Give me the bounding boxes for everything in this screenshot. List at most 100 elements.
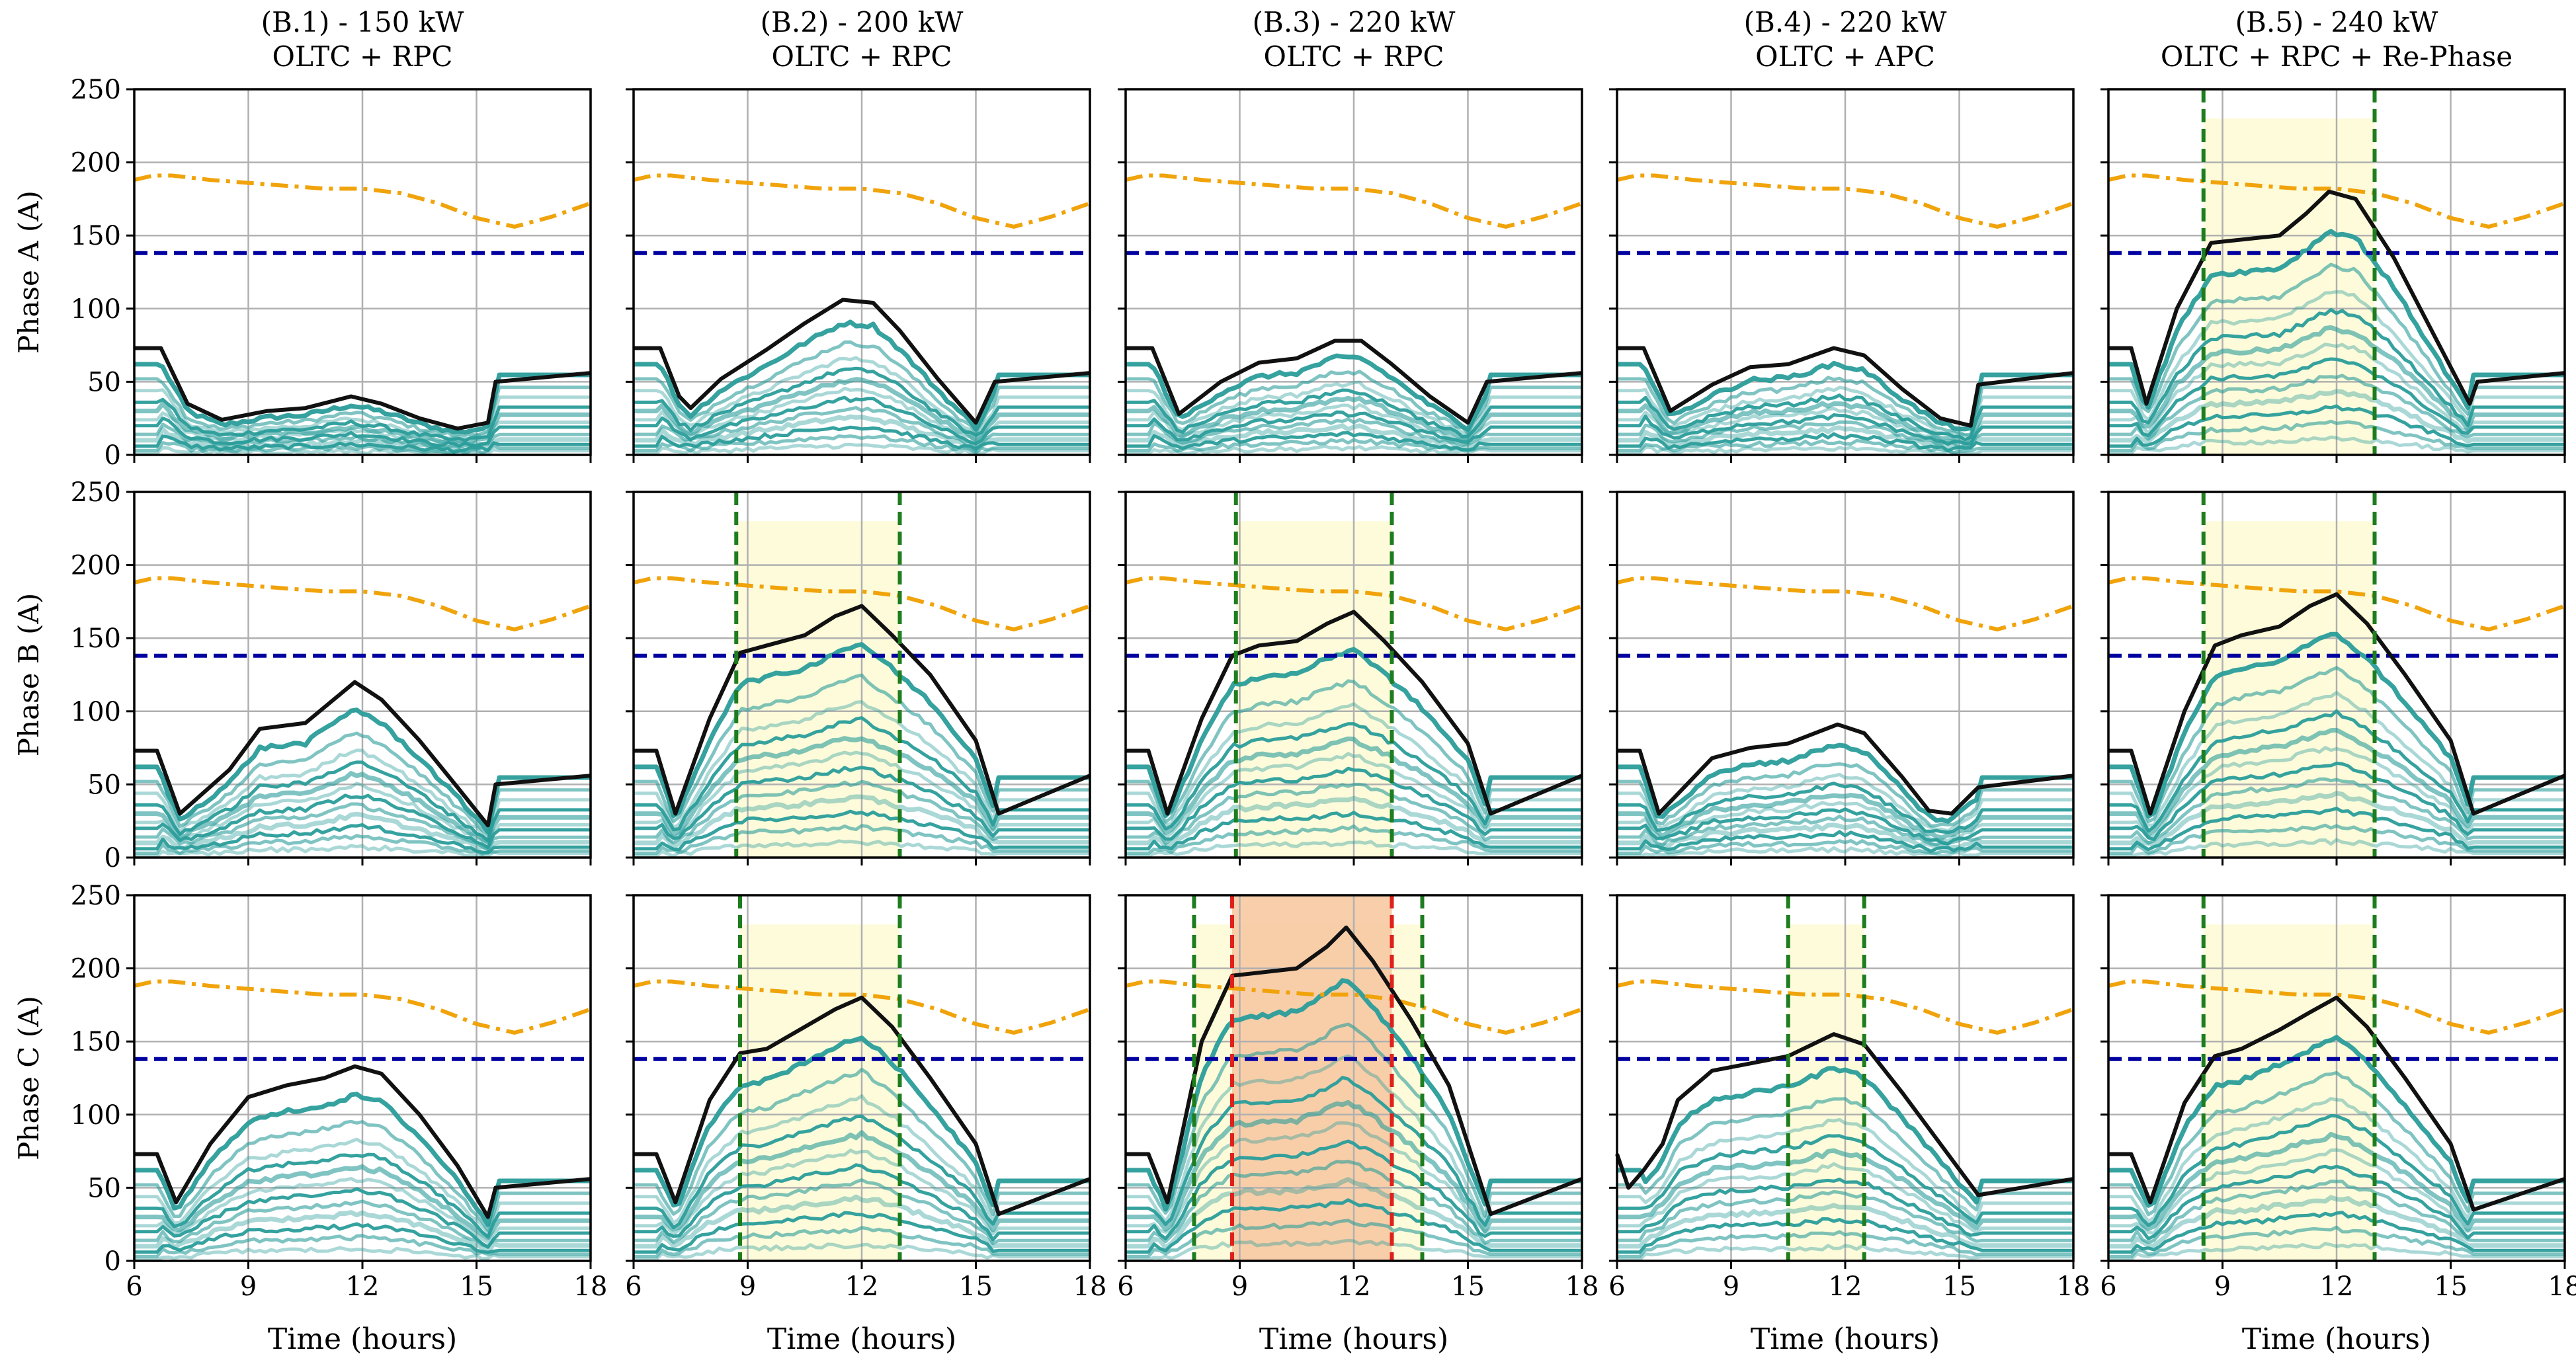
feeder-curve [1617, 413, 2073, 446]
panel-r1-c4 [2100, 491, 2566, 865]
rating-line [1125, 576, 1583, 631]
feeder-curve [134, 1119, 591, 1232]
rating-line [134, 576, 591, 631]
column-title-line2: OLTC + APC [1755, 40, 1935, 73]
panel-r2-c2: 6 9 12 15 18 [1117, 894, 1599, 1302]
feeder-curve [634, 1148, 1090, 1236]
feeder-curve [634, 386, 1090, 442]
feeder-curve [634, 1211, 1090, 1254]
feeder-curve [1617, 815, 2073, 847]
column-xlabels: Time (hours) Time (hours) Time (hours) Time… [268, 1322, 2431, 1356]
feeder-curve [2108, 1035, 2565, 1208]
feeder-curve [134, 1177, 591, 1244]
panel-r1-c0: 0 50 100 150 200 250 [71, 477, 592, 873]
feeder-curve [2108, 404, 2565, 448]
feeder-curves [134, 707, 591, 858]
feeder-curve [134, 707, 591, 835]
feeder-curve [2108, 666, 2565, 823]
y-tick-label: 250 [71, 477, 121, 508]
x-tick-label: 6 [625, 1271, 642, 1302]
envelope-line [1615, 1032, 2074, 1197]
feeder-curves [1617, 1066, 2073, 1261]
feeder-curve [2108, 1195, 2565, 1249]
y-tick-label: 250 [71, 75, 121, 105]
x-tick-label: 9 [240, 1271, 257, 1302]
y-tick-label: 250 [71, 881, 121, 911]
feeder-curve [1617, 743, 2073, 824]
feeder-curve [2108, 419, 2565, 452]
feeder-curve [634, 1114, 1090, 1230]
row-ylabels: Phase A (A) Phase B (A) Phase C (A) [13, 190, 45, 1160]
feeder-curve [1126, 736, 1582, 835]
violation-band [740, 924, 900, 1261]
feeder-curve [134, 362, 591, 435]
feeder-curve [1617, 1203, 2073, 1249]
rating-line [2108, 576, 2565, 631]
feeder-curve [2108, 290, 2565, 423]
feeder-curve [1126, 403, 1582, 442]
envelope-line [2108, 592, 2566, 816]
column-xlabel: Time (hours) [1751, 1322, 1940, 1356]
x-tick-label: 12 [346, 1271, 380, 1302]
panel-r0-c4 [2100, 88, 2566, 463]
feeder-curve [1617, 1244, 2073, 1261]
feeder-curve [1617, 360, 2073, 432]
feeder-curve [1126, 1121, 1582, 1234]
violation-band [736, 521, 900, 858]
feeder-curve [1126, 410, 1582, 444]
feeder-curve [2108, 1225, 2565, 1258]
feeder-curve [1126, 647, 1582, 819]
feeder-curve [134, 1234, 591, 1258]
feeder-curve [134, 377, 591, 438]
feeder-curve [2108, 746, 2565, 839]
feeder-curves [634, 319, 1090, 455]
envelope-line [134, 680, 591, 828]
feeder-curve [134, 441, 591, 455]
x-tick-label: 15 [1451, 1271, 1485, 1302]
envelope-line [634, 995, 1091, 1217]
rating-line [1125, 173, 1583, 229]
feeder-curve [634, 839, 1090, 858]
feeder-curve [1126, 431, 1582, 452]
feeder-curve [134, 446, 591, 455]
feeder-curve [634, 1130, 1090, 1232]
feeder-curve [1617, 1230, 2073, 1258]
feeder-curve [1126, 380, 1582, 436]
feeder-curve [1126, 1022, 1582, 1218]
feeder-curve [2108, 727, 2565, 837]
feeder-curve [1126, 1238, 1582, 1261]
x-tick-label: 9 [2214, 1271, 2231, 1302]
x-tick-label: 6 [126, 1271, 142, 1302]
feeder-curve [134, 731, 591, 836]
feeder-curve [134, 1187, 591, 1249]
feeder-curve [1617, 1117, 2073, 1221]
feeder-curves [1126, 978, 1582, 1261]
feeder-curves [134, 1092, 591, 1261]
feeder-curve [634, 766, 1090, 840]
column-title-line1: (B.2) - 200 kW [761, 6, 964, 38]
feeder-curve [1617, 1134, 2073, 1225]
feeder-curve [2108, 690, 2565, 827]
x-tick-label: 15 [460, 1271, 493, 1302]
rating-line [134, 173, 591, 229]
feeder-curve [1617, 393, 2073, 442]
feeder-curve [134, 1222, 591, 1254]
feeder-curve [134, 1199, 591, 1248]
rating-line [633, 173, 1091, 229]
panel-r2-c3: 6 9 12 15 18 [1608, 894, 2090, 1302]
feeder-curve [2108, 791, 2565, 847]
feeder-curve [134, 1137, 591, 1235]
feeder-curve [134, 760, 591, 843]
feeder-curve [1126, 353, 1582, 432]
feeder-curve [2108, 262, 2565, 416]
feeder-curve [1126, 752, 1582, 839]
feeder-curve [1617, 1148, 2073, 1230]
feeder-curve [1617, 425, 2073, 452]
feeder-curve [2108, 1070, 2565, 1217]
column-title-line1: (B.1) - 150 kW [261, 6, 465, 38]
feeder-curve [2108, 374, 2565, 441]
feeder-curve [1126, 679, 1582, 824]
feeder-curve [2108, 307, 2565, 427]
feeder-curve [1126, 1177, 1582, 1250]
